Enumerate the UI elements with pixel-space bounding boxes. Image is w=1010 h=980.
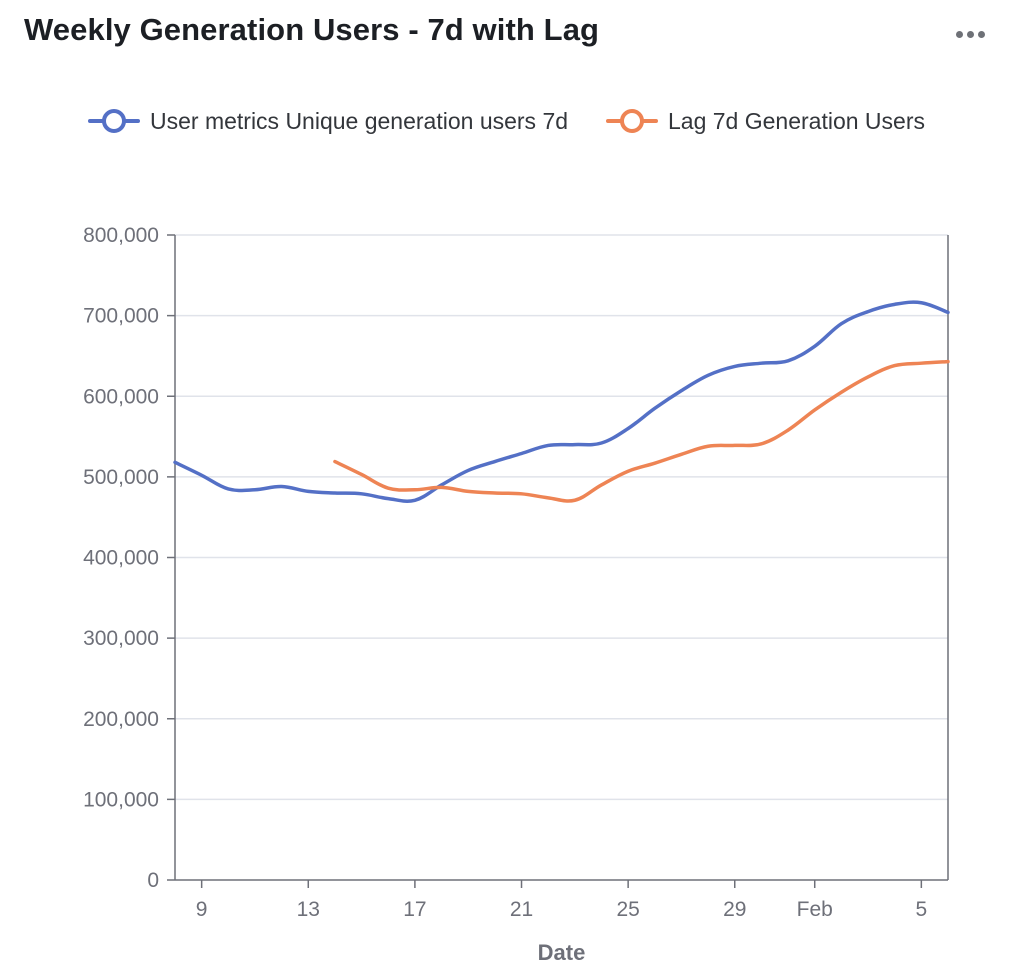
y-tick-label: 100,000 — [83, 788, 159, 811]
y-tick-label: 400,000 — [83, 547, 159, 570]
more-horizontal-icon — [966, 30, 974, 38]
series-line-2 — [333, 359, 950, 503]
legend-item-series-2[interactable]: Lag 7d Generation Users — [606, 103, 925, 139]
legend-label-series-1: User metrics Unique generation users 7d — [150, 107, 569, 134]
x-tick-label: 17 — [403, 898, 426, 921]
y-tick-label: 500,000 — [83, 466, 159, 489]
more-horizontal-icon — [977, 30, 985, 38]
y-tick-label: 600,000 — [83, 385, 159, 408]
x-tick-label: 25 — [616, 898, 639, 921]
x-tick-label: 21 — [510, 898, 533, 921]
x-tick-label: 29 — [723, 898, 746, 921]
chart-title: Weekly Generation Users - 7d with Lag — [24, 12, 600, 47]
legend-line-circle-icon — [88, 109, 140, 133]
series-line-1 — [173, 300, 950, 503]
x-tick-label: 9 — [196, 898, 208, 921]
x-tick-label: 13 — [297, 898, 320, 921]
x-axis-title: Date — [538, 940, 586, 965]
y-tick-label: 0 — [147, 869, 159, 892]
chart-legend: User metrics Unique generation users 7d … — [0, 103, 1010, 139]
x-tick-label: 5 — [916, 898, 928, 921]
legend-item-series-1[interactable]: User metrics Unique generation users 7d — [88, 103, 568, 139]
legend-label-series-2: Lag 7d Generation Users — [668, 107, 925, 134]
more-options-button[interactable] — [952, 20, 988, 48]
y-tick-label: 300,000 — [83, 627, 159, 650]
y-tick-label: 700,000 — [83, 305, 159, 328]
more-horizontal-icon — [955, 30, 963, 38]
x-tick-label: Feb — [797, 898, 833, 921]
legend-line-circle-icon — [606, 109, 658, 133]
y-tick-label: 200,000 — [83, 708, 159, 731]
y-tick-label: 800,000 — [83, 224, 159, 247]
